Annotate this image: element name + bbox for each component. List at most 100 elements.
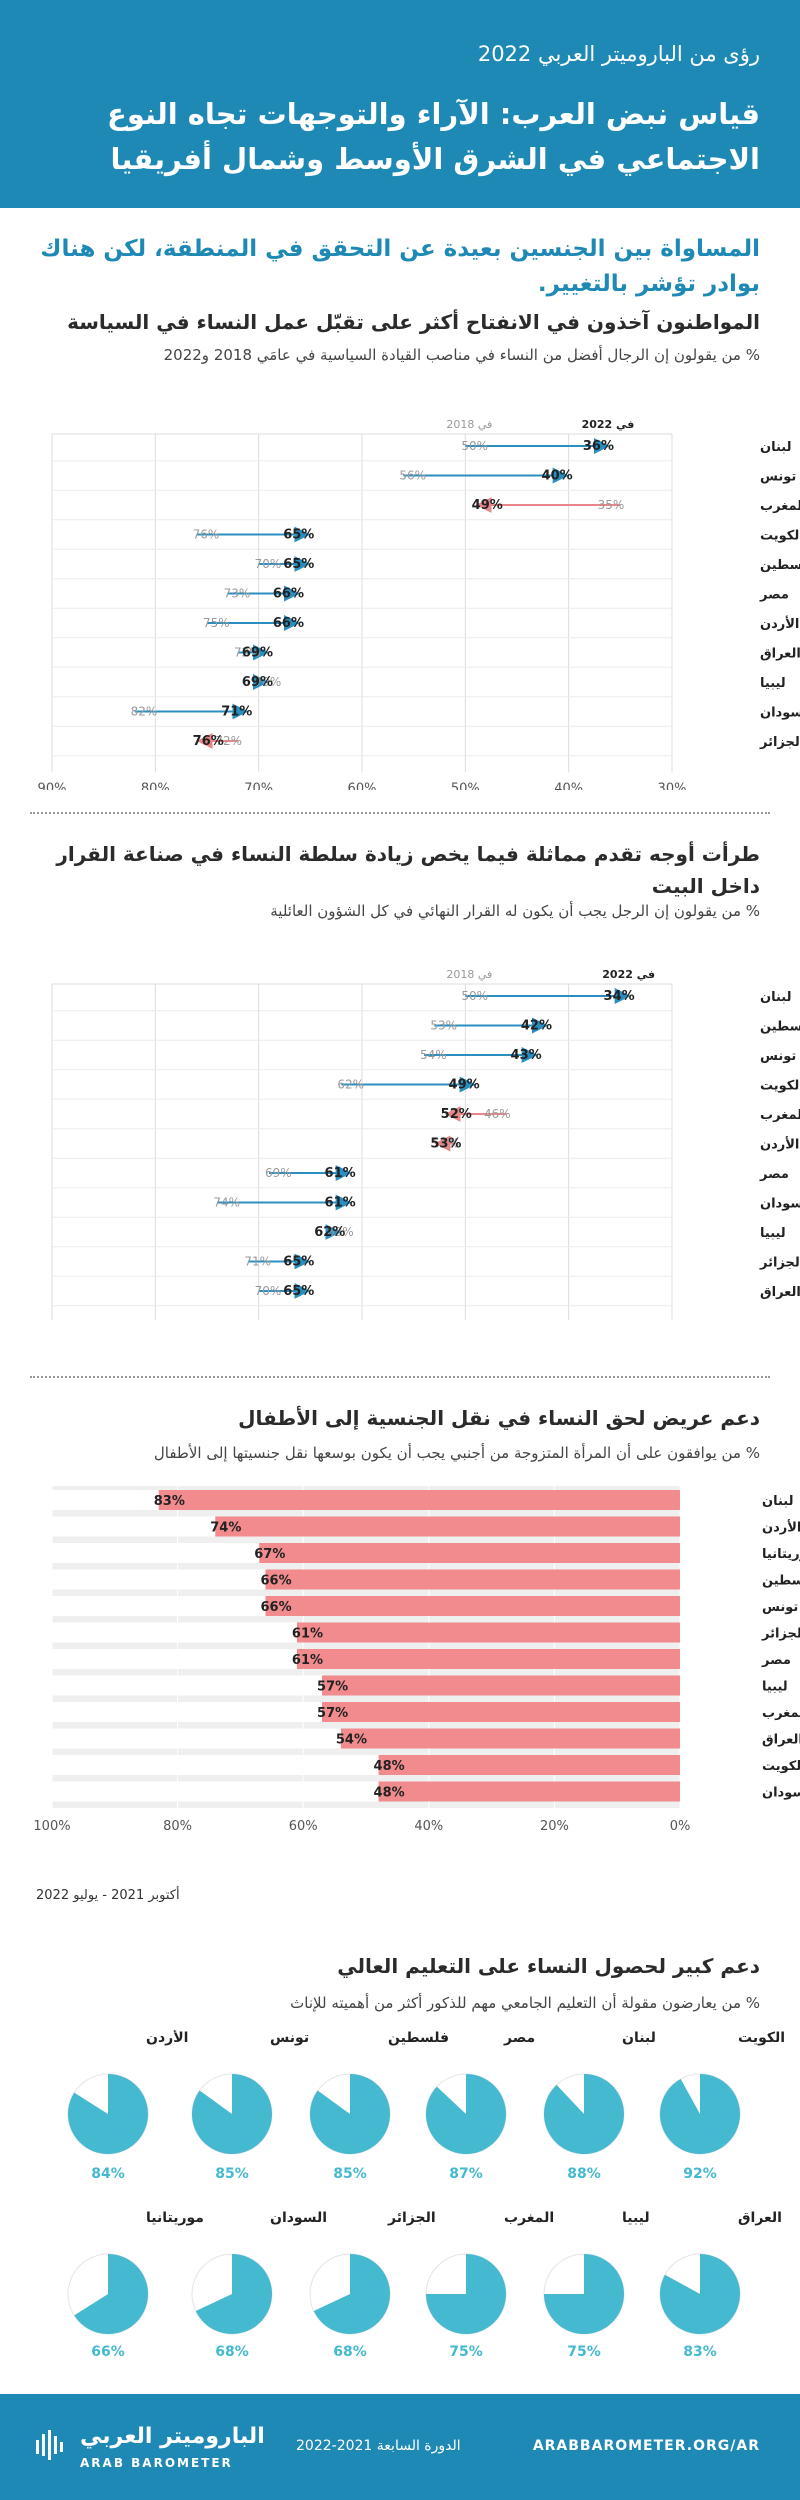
value-2018: 54% (420, 1048, 447, 1062)
value-2022: 61% (325, 1166, 356, 1181)
survey-dates: أكتوبر 2021 - يوليو 2022 (36, 1888, 180, 1903)
section3-title: دعم عريض لحق النساء في نقل الجنسية إلى ا… (238, 1406, 760, 1430)
country-label: مصر (759, 1167, 789, 1182)
country-label: تونس (760, 1049, 796, 1064)
legend-2022: في 2022 (582, 418, 635, 431)
page-title: قياس نبض العرب: الآراء والتوجهات تجاه ال… (107, 97, 760, 176)
country-label: ليبيا (762, 1680, 788, 1695)
value-2022: 40% (542, 469, 573, 484)
country-label: ليبيا (622, 2210, 650, 2226)
bar-value-label: 57% (317, 1706, 348, 1721)
country-label: الكويت (760, 1079, 800, 1094)
value-2018: 69% (265, 1166, 292, 1180)
bar (215, 1516, 680, 1537)
country-label: العراق (760, 1285, 800, 1300)
country-label: المغرب (760, 499, 800, 514)
value-2022: 53% (430, 1137, 461, 1152)
bar-value-label: 57% (317, 1680, 348, 1695)
value-2018: 35% (598, 498, 625, 512)
bar (296, 1649, 680, 1669)
bar-value-label: 66% (261, 1574, 292, 1589)
value-2018: 70% (255, 675, 282, 689)
bar-value-label: 48% (374, 1759, 405, 1774)
pie-value-label: 66% (91, 2344, 125, 2360)
country-label: فلسطين (388, 2030, 449, 2046)
divider (30, 1376, 770, 1378)
country-label: الأردن (146, 2030, 188, 2046)
value-2022: 61% (325, 1196, 356, 1211)
x-tick-label: 50% (451, 782, 480, 791)
value-2018: 74% (213, 1196, 240, 1210)
country-label: المغرب (762, 1706, 800, 1721)
country-label: تونس (762, 1600, 798, 1615)
footer-logo-arabic: الباروميتر العربي (80, 2424, 265, 2449)
value-2022: 65% (283, 528, 314, 543)
bar-value-label: 67% (254, 1547, 285, 1562)
bar (340, 1728, 680, 1749)
x-tick-label: 80% (141, 782, 170, 791)
x-tick-label: 80% (163, 1819, 192, 1834)
bar-value-label: 61% (292, 1627, 323, 1642)
pie-value-label: 68% (215, 2344, 249, 2360)
value-2022: 66% (273, 587, 304, 602)
value-2022: 66% (273, 616, 304, 631)
x-tick-label: 60% (348, 782, 377, 791)
value-2022: 65% (283, 1284, 314, 1299)
value-2022: 76% (193, 734, 224, 749)
value-2022: 52% (441, 1107, 472, 1122)
pie-slice (425, 2074, 506, 2154)
country-label: فلسطين (760, 558, 800, 573)
country-label: الجزائر (387, 2210, 436, 2226)
country-label: فلسطين (762, 1574, 800, 1589)
country-label: الجزائر (759, 1256, 800, 1271)
pie-slice (544, 2254, 624, 2334)
x-tick-label: 40% (414, 1819, 443, 1834)
bar (378, 1755, 680, 1775)
country-label: موريتانيا (146, 2210, 204, 2226)
value-2018: 62% (337, 1078, 364, 1092)
x-tick-label: 70% (244, 782, 273, 791)
value-2018: 53% (430, 1019, 457, 1033)
pie-value-label: 92% (683, 2166, 717, 2182)
value-2018: 72% (215, 734, 242, 748)
footer-url[interactable]: ARABBAROMETER.ORG/AR (532, 2438, 760, 2454)
pie-value-label: 75% (567, 2344, 601, 2360)
section2-subtitle: % من يقولون إن الرجل يجب أن يكون له القر… (270, 902, 760, 920)
pie-slice (192, 2074, 273, 2154)
section3-subtitle: % من يوافقون على أن المرأة المتزوجة من أ… (153, 1444, 760, 1462)
value-2018: 82% (131, 705, 158, 719)
pie-slice (660, 2254, 741, 2334)
pie-slice (544, 2074, 624, 2154)
pie-value-label: 85% (215, 2166, 249, 2182)
footer: الباروميتر العربي ARAB BAROMETER الدورة … (0, 2394, 800, 2500)
bar (158, 1490, 680, 1510)
country-label: فلسطين (760, 1020, 800, 1035)
divider (30, 812, 770, 814)
country-label: الكويت (760, 529, 800, 544)
country-label: الأردن (760, 615, 799, 632)
footer-cycle: الدورة السابعة 2021-2022 (296, 2438, 461, 2454)
x-tick-label: 30% (658, 782, 687, 791)
x-tick-label: 60% (289, 1819, 318, 1834)
value-2022: 65% (283, 1255, 314, 1270)
bar-value-label: 61% (292, 1653, 323, 1668)
x-tick-label: 100% (33, 1819, 70, 1834)
bar (296, 1622, 680, 1643)
value-2018: 71% (244, 1255, 271, 1269)
country-label: تونس (760, 470, 796, 485)
country-label: العراق (760, 647, 800, 662)
country-label: الكويت (762, 1759, 800, 1774)
header-banner: رؤى من الباروميتر العربي 2022 قياس نبض ا… (0, 0, 800, 208)
country-label: العراق (738, 2210, 782, 2226)
bar-value-label: 48% (374, 1786, 405, 1801)
pie-value-label: 88% (567, 2166, 601, 2182)
bar-value-label: 74% (210, 1521, 241, 1536)
bar (259, 1543, 680, 1563)
value-2018: 50% (461, 989, 488, 1003)
legend-2022: في 2022 (602, 968, 655, 981)
value-2018: 50% (461, 439, 488, 453)
pie-slice (74, 2254, 148, 2334)
country-label: المغرب (504, 2210, 554, 2226)
pie-value-label: 85% (333, 2166, 367, 2182)
